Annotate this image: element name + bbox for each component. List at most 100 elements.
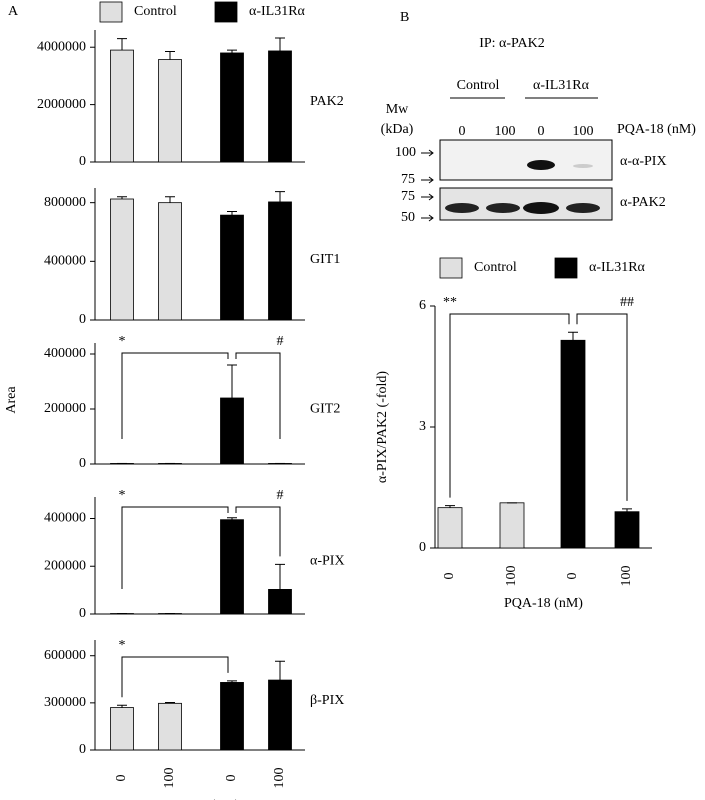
y-tick-label: 0 (79, 312, 86, 327)
y-tick-label: 600000 (44, 648, 86, 663)
significance-bracket (235, 352, 281, 439)
y-tick-label: 200000 (44, 401, 86, 416)
band (573, 164, 593, 168)
x-tick-label: 0 (224, 775, 239, 782)
legend-swatch (214, 1, 238, 23)
y-axis-label: α-PIX/PAK2 (-fold) (375, 371, 390, 484)
band (527, 160, 555, 170)
x-tick-label: 100 (272, 768, 287, 789)
band (445, 203, 479, 213)
bar (220, 214, 244, 321)
bar (437, 507, 463, 549)
bar (110, 49, 134, 163)
y-tick-label: 0 (79, 154, 86, 169)
y-axis-label: Area (4, 386, 19, 414)
x-axis-label: PQA-18 (nM) (161, 798, 240, 800)
panel-label: A (8, 4, 19, 19)
x-tick-label: 100 (162, 768, 177, 789)
error-bar (117, 704, 127, 708)
blot-row-label: α-α-PIX (620, 154, 667, 169)
y-tick-label: 400000 (44, 254, 86, 269)
blot-title: IP: α-PAK2 (479, 36, 545, 51)
error-bar (275, 563, 285, 590)
bar (110, 707, 134, 751)
bar (560, 339, 586, 549)
error-bar (227, 680, 237, 683)
significance-label: * (119, 334, 126, 349)
band (523, 202, 559, 214)
mw-marker: 100 (395, 145, 416, 160)
significance-label: # (277, 334, 284, 349)
significance-label: # (277, 488, 284, 503)
y-tick-label: 800000 (44, 195, 86, 210)
bar (268, 201, 292, 321)
bar (268, 50, 292, 163)
bar (110, 198, 134, 321)
y-tick-label: 300000 (44, 695, 86, 710)
treatment-label: PQA-18 (nM) (617, 122, 696, 137)
y-tick-label: 3 (419, 419, 426, 434)
lane-label: 100 (495, 124, 516, 139)
panel-title: PAK2 (310, 94, 344, 109)
panel-title: α-PIX (310, 554, 345, 569)
error-bar (165, 51, 175, 60)
significance-bracket (235, 506, 281, 557)
panel-title: β-PIX (310, 693, 344, 708)
significance-bracket (121, 352, 229, 439)
error-bar (165, 702, 175, 704)
panel-title: GIT2 (310, 402, 340, 417)
lane-label: 100 (573, 124, 594, 139)
bar (158, 202, 182, 321)
y-tick-label: 200000 (44, 558, 86, 573)
x-tick-label: 0 (114, 775, 129, 782)
legend-swatch (99, 1, 123, 23)
significance-label: ** (443, 295, 457, 310)
error-bar (275, 37, 285, 51)
lane-label: 0 (538, 124, 545, 139)
error-bar (117, 38, 127, 51)
band (486, 203, 520, 213)
legend-label: α-IL31Rα (589, 260, 646, 275)
y-tick-label: 4000000 (37, 39, 86, 54)
significance-bracket (121, 656, 229, 698)
blot-group: α-IL31Rα (533, 78, 590, 93)
blot-group: Control (457, 78, 500, 93)
legend-label: Control (134, 4, 177, 19)
blot-image (439, 139, 613, 181)
error-bar (275, 191, 285, 202)
bar (158, 702, 182, 751)
error-bar (227, 49, 237, 53)
legend-swatch (439, 257, 463, 279)
x-axis-label: PQA-18 (nM) (504, 596, 583, 611)
mw-marker: 50 (401, 210, 415, 225)
lane-label: 0 (459, 124, 466, 139)
bar (220, 519, 244, 615)
significance-bracket (449, 313, 570, 498)
x-tick-label: 100 (504, 566, 519, 587)
y-tick-label: 0 (79, 456, 86, 471)
legend-label: Control (474, 260, 517, 275)
mw-marker: 75 (401, 189, 415, 204)
error-bar (227, 210, 237, 216)
y-tick-label: 400000 (44, 511, 86, 526)
bar (499, 502, 525, 549)
y-tick-label: 0 (419, 540, 426, 555)
panel-title: GIT1 (310, 252, 340, 267)
significance-label: * (119, 638, 126, 653)
y-tick-label: 0 (79, 742, 86, 757)
bar (220, 397, 244, 465)
bar (268, 589, 292, 615)
error-bar (117, 196, 127, 199)
error-bar (445, 505, 455, 508)
mw-label: Mw (386, 102, 409, 117)
error-bar (165, 196, 175, 203)
bar (220, 52, 244, 163)
error-bar (568, 331, 578, 341)
y-tick-label: 0 (79, 606, 86, 621)
marker-arrows (421, 149, 434, 222)
error-bar (275, 660, 285, 681)
western-blot: IP: α-PAK2 Control α-IL31Rα Mw (kDa) 0 1… (381, 36, 697, 225)
panel-label: B (400, 10, 409, 25)
legend-label: α-IL31Rα (249, 4, 306, 19)
